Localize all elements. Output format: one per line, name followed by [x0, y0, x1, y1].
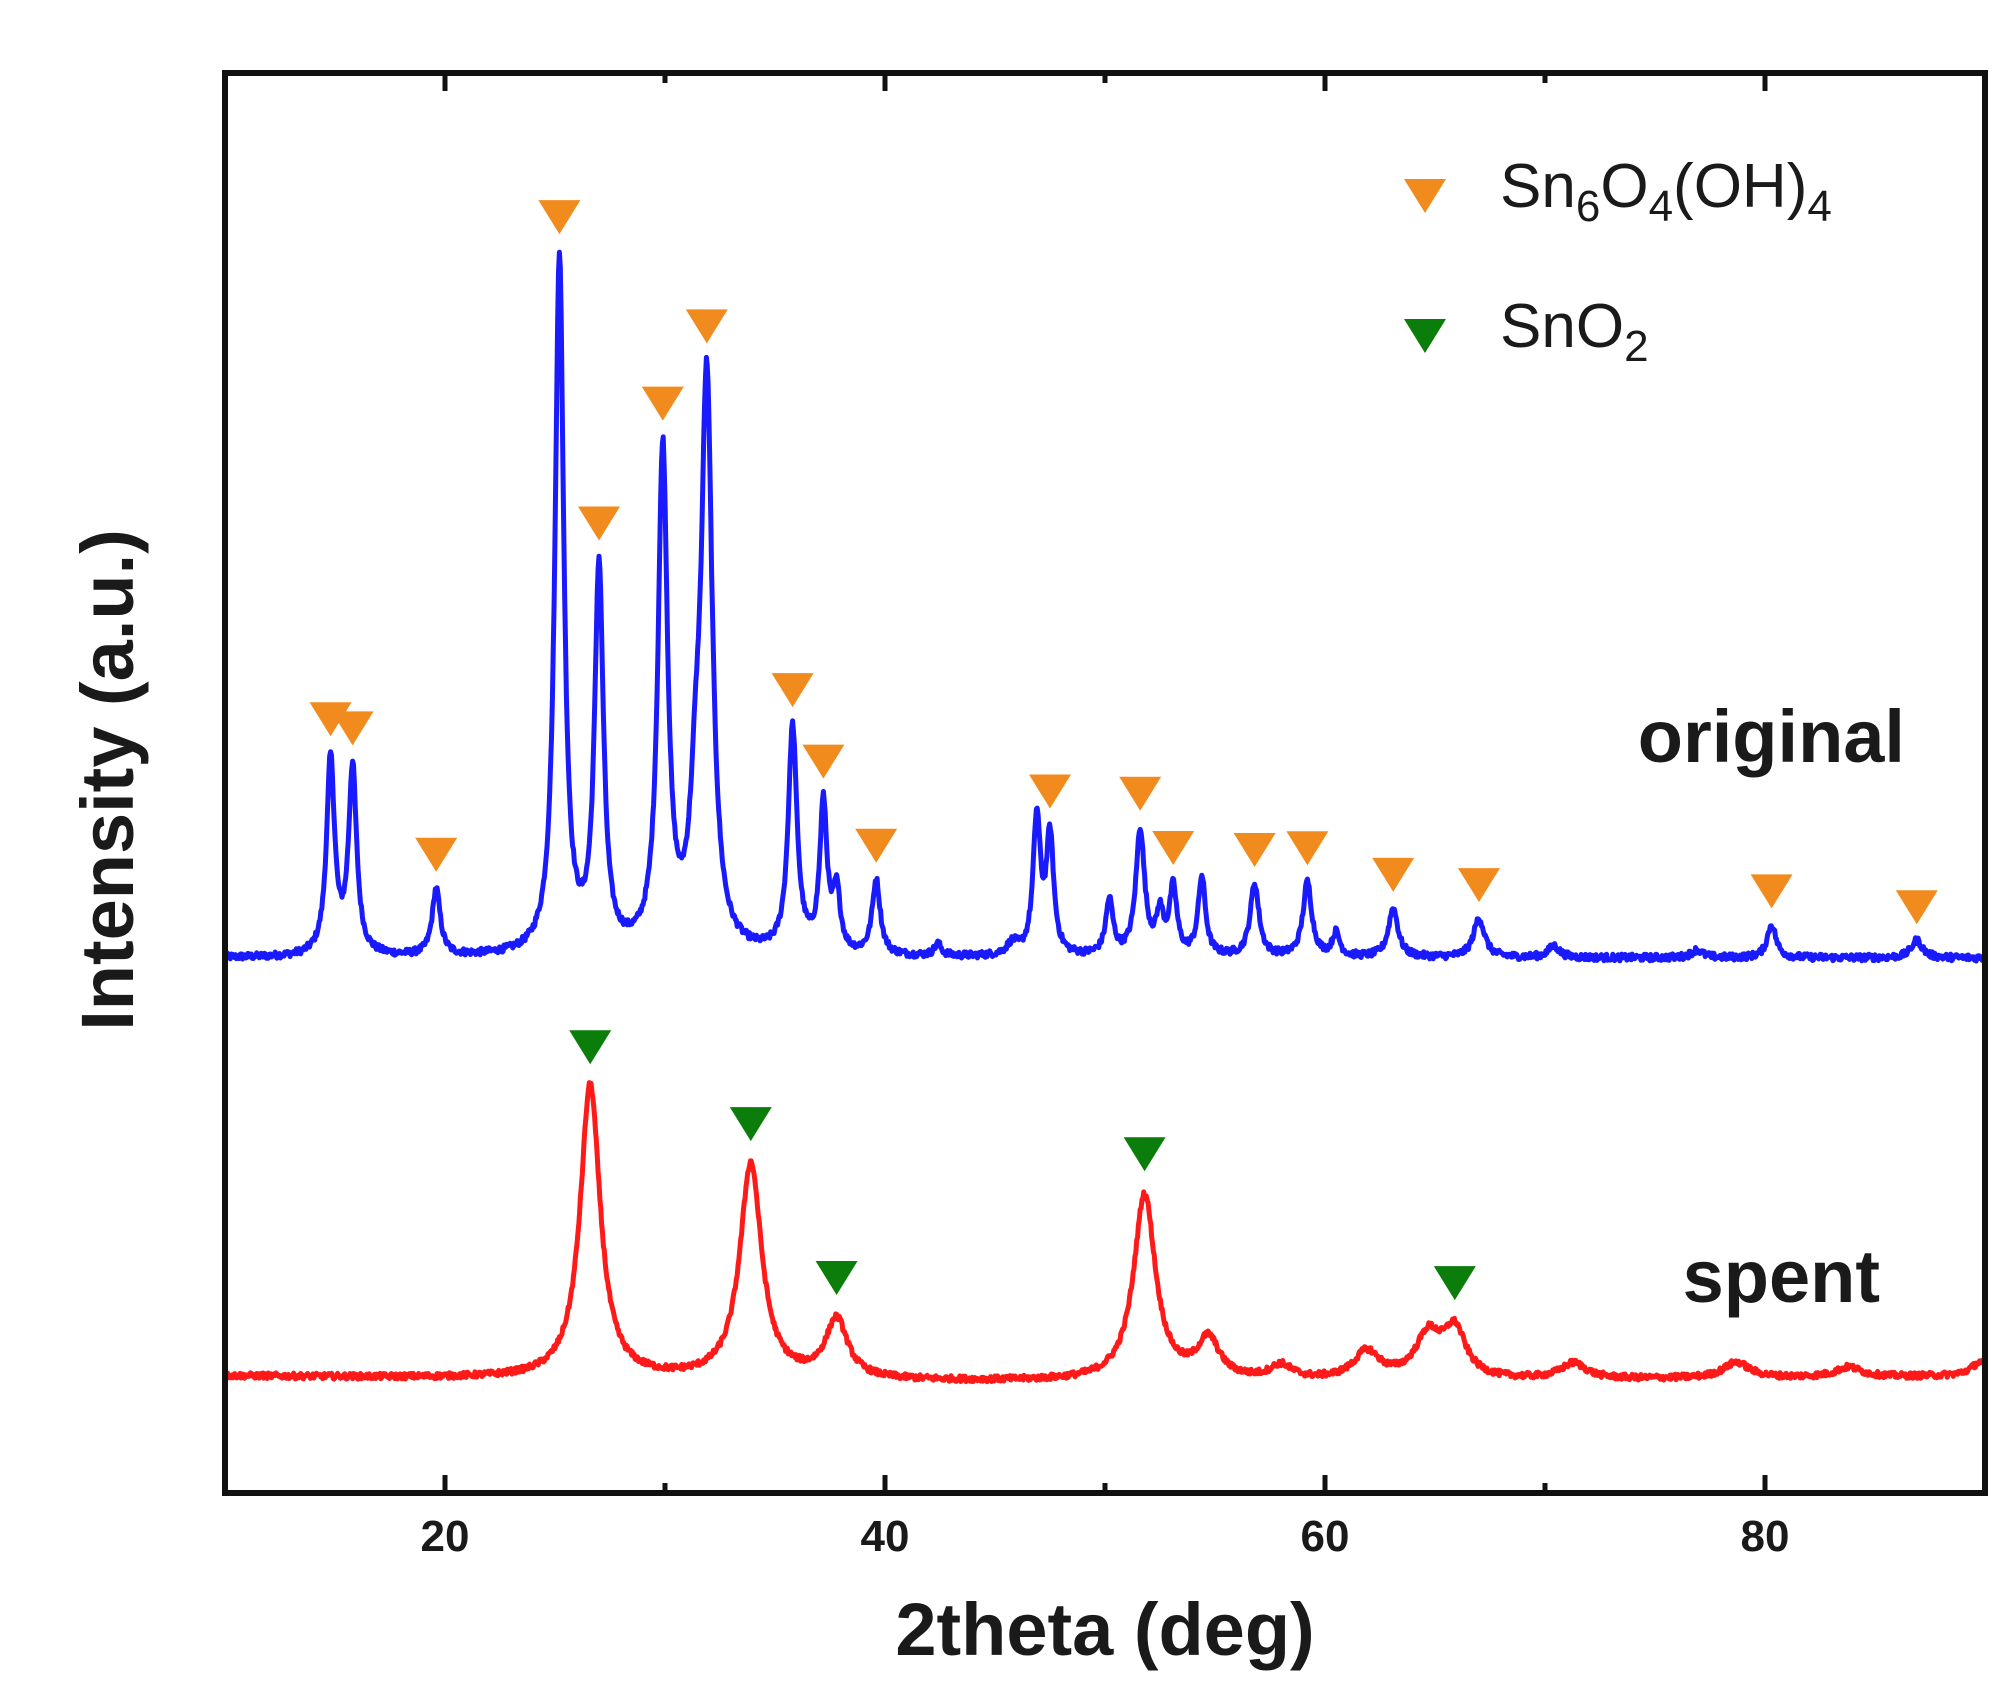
peak-marker-original: [771, 673, 814, 708]
peak-marker-original: [1233, 833, 1276, 868]
peak-marker-original: [331, 711, 374, 746]
peak-marker-original: [855, 828, 898, 863]
peak-marker-spent: [815, 1261, 858, 1296]
legend: Sn6O4(OH)4 SnO2: [1404, 152, 1832, 371]
peak-marker-original: [415, 837, 458, 872]
legend-label-sn6o4oh4: Sn6O4(OH)4: [1500, 152, 1832, 231]
peak-marker-original: [1152, 831, 1195, 866]
y-axis-title: Intensity (a.u.): [66, 529, 149, 1031]
peak-marker-original: [1458, 868, 1500, 903]
series-label-spent: spent: [1683, 1235, 1880, 1318]
x-tick-label: 40: [861, 1512, 910, 1561]
x-axis-ticks: 20 40 60 80: [421, 73, 1790, 1561]
legend-marker-sno2: [1404, 319, 1446, 353]
peak-marker-original: [685, 309, 728, 344]
series-layer: [222, 249, 1988, 1385]
x-tick-label: 60: [1301, 1512, 1350, 1561]
peak-marker-original: [1286, 831, 1329, 866]
peak-marker-original: [1372, 857, 1415, 892]
peak-marker-original: [641, 386, 684, 421]
x-axis-title: 2theta (deg): [895, 1588, 1314, 1671]
series-line-original: [222, 249, 1988, 964]
legend-marker-sn6o4oh4: [1404, 179, 1446, 213]
peak-marker-original: [1895, 890, 1938, 925]
peak-marker-original: [538, 200, 581, 235]
peak-marker-original: [309, 702, 352, 737]
peak-marker-layer: [309, 200, 1938, 1301]
series-label-original: original: [1638, 695, 1905, 778]
peak-marker-original: [1119, 776, 1162, 811]
legend-label-sno2: SnO2: [1500, 292, 1649, 371]
peak-marker-spent: [1433, 1266, 1476, 1301]
peak-marker-spent: [729, 1107, 772, 1142]
peak-marker-spent: [569, 1030, 612, 1065]
peak-marker-original: [802, 744, 845, 779]
x-tick-label: 20: [421, 1512, 470, 1561]
peak-marker-original: [1750, 874, 1793, 909]
x-tick-label: 80: [1741, 1512, 1790, 1561]
peak-marker-spent: [1123, 1137, 1166, 1172]
series-line-spent: [223, 1080, 1988, 1385]
peak-marker-original: [1029, 774, 1071, 809]
peak-marker-original: [578, 506, 620, 541]
